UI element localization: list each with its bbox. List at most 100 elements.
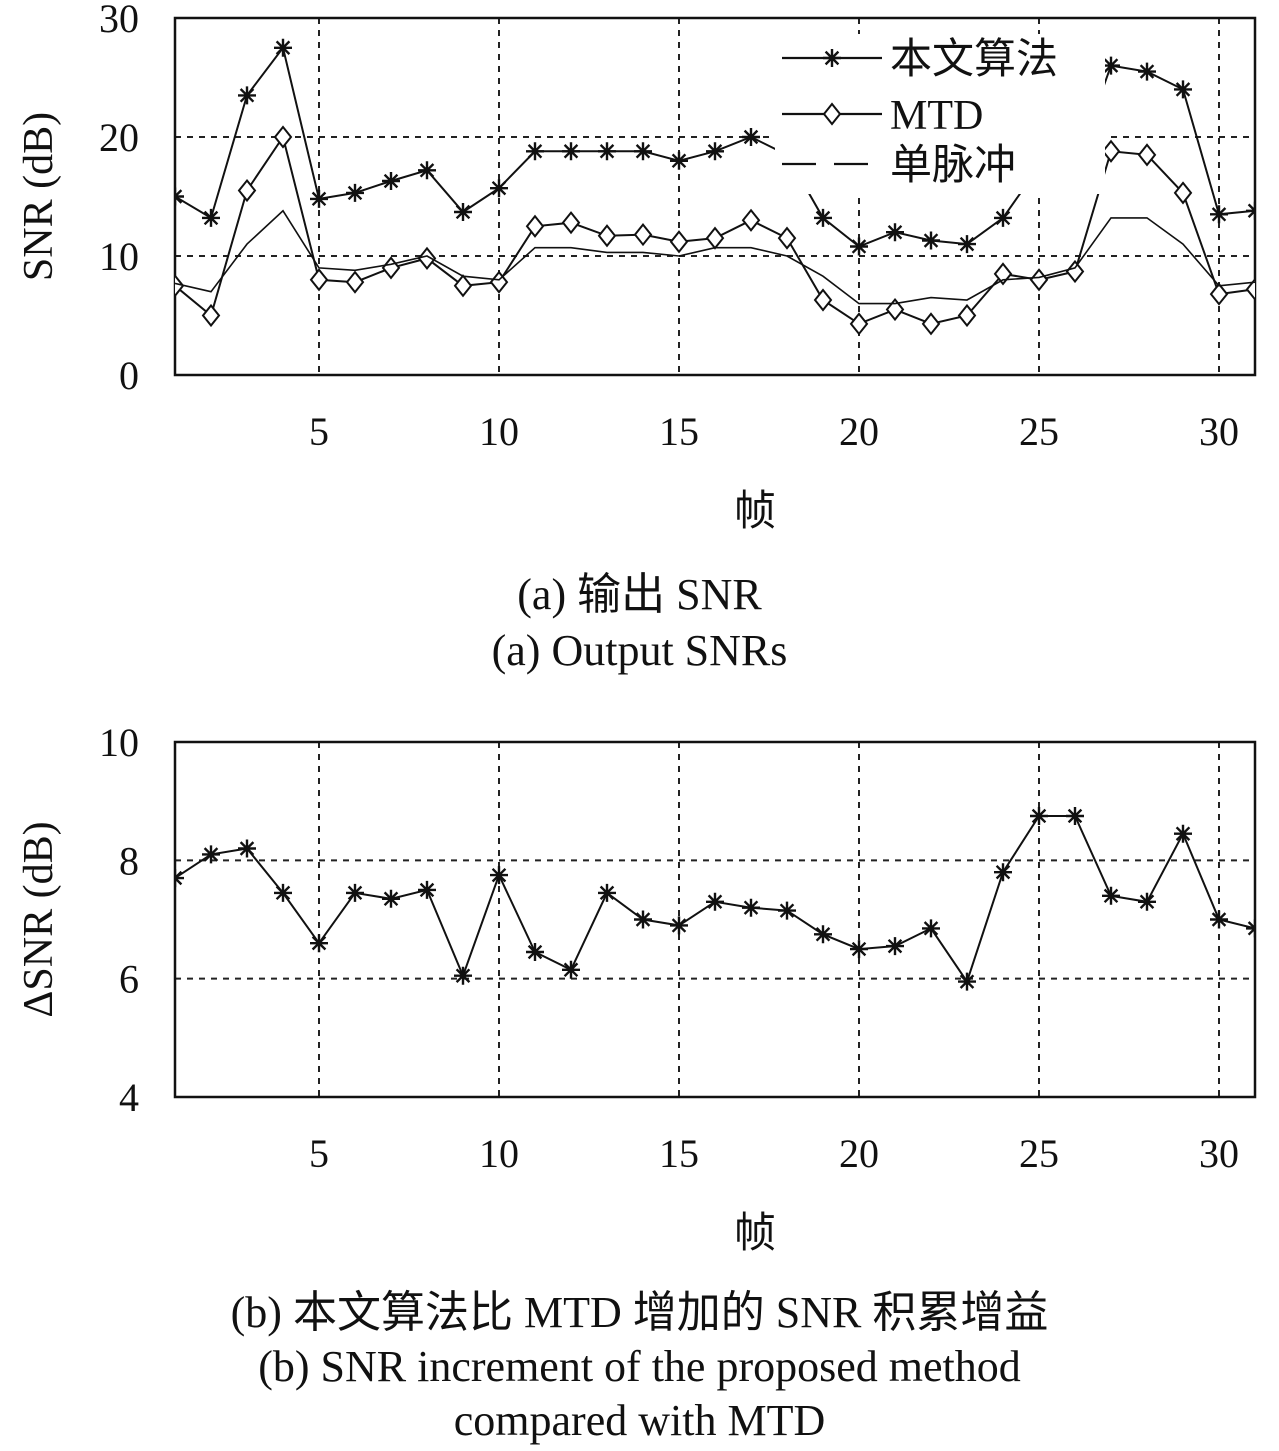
chart-b-snr-increment: 5 10 15 20 25 30 4 6 8 10 帧 ΔSNR (dB) [16, 720, 1257, 1257]
data-point-star [238, 839, 256, 858]
data-point-star [1138, 62, 1156, 81]
y-tick-label: 6 [119, 957, 139, 1002]
y-tick-label: 0 [119, 353, 139, 398]
data-point-star [310, 189, 328, 208]
data-point-diamond [201, 303, 221, 328]
data-point-diamond [633, 222, 653, 247]
x-tick-label: 5 [309, 1131, 329, 1176]
data-point-diamond [1173, 181, 1193, 205]
data-point-diamond [849, 312, 869, 336]
legend-marker-star [823, 49, 841, 67]
data-point-diamond [669, 230, 689, 254]
series-layer [175, 38, 1255, 336]
caption-a-english: (a) Output SNRs [491, 626, 788, 675]
data-point-star [742, 898, 760, 917]
x-tick-label: 5 [309, 409, 329, 454]
data-point-star [706, 142, 724, 161]
data-point-star [382, 172, 400, 190]
y-tick-label: 8 [119, 838, 139, 883]
data-point-star [526, 142, 544, 161]
data-point-star [670, 916, 688, 935]
data-point-diamond [1065, 259, 1085, 284]
data-point-star [994, 208, 1012, 227]
data-point-star [634, 910, 652, 929]
data-point-star [1030, 807, 1048, 825]
data-point-diamond [175, 274, 185, 298]
data-point-star [1210, 205, 1228, 224]
data-point-star [958, 972, 976, 991]
y-tick-label: 10 [99, 720, 139, 765]
x-tick-label: 10 [479, 1131, 519, 1176]
data-point-star [562, 142, 580, 161]
data-point-star [175, 187, 184, 206]
legend-label: 本文算法 [890, 36, 1058, 83]
data-point-star [418, 880, 436, 899]
data-point-star [490, 179, 508, 198]
data-point-star [490, 866, 508, 885]
x-tick-label: 30 [1199, 1131, 1239, 1176]
data-point-diamond [561, 211, 581, 235]
x-tick-label: 10 [479, 409, 519, 454]
y-tick-label: 30 [99, 0, 139, 41]
data-point-diamond [741, 208, 761, 232]
data-point-diamond [597, 224, 617, 248]
legend-label: MTD [890, 93, 983, 139]
data-point-star [1102, 886, 1120, 905]
data-point-star [886, 937, 904, 956]
data-point-star [994, 863, 1012, 882]
data-point-star [598, 883, 616, 902]
data-point-star [1246, 201, 1255, 220]
x-tick-label: 25 [1019, 409, 1059, 454]
data-point-diamond [417, 246, 437, 270]
data-point-star [418, 161, 436, 180]
data-point-diamond [705, 226, 725, 250]
legend-label: 单脉冲 [890, 143, 1016, 189]
y-tick-label: 20 [99, 115, 139, 160]
data-point-diamond [453, 274, 473, 298]
x-tick-label: 20 [839, 1131, 879, 1176]
data-point-diamond [777, 226, 797, 250]
data-point-diamond [1245, 277, 1255, 301]
data-point-star [634, 142, 652, 161]
data-point-star [454, 966, 472, 985]
data-point-star [274, 883, 292, 902]
data-point-star [238, 86, 256, 105]
data-point-star [346, 883, 364, 902]
data-point-star [1174, 824, 1192, 843]
x-tick-label: 30 [1199, 409, 1239, 454]
data-point-star [175, 869, 184, 888]
data-point-star [1174, 80, 1192, 99]
data-point-star [202, 845, 220, 864]
data-point-star [1210, 910, 1228, 929]
data-point-star [706, 892, 724, 911]
x-axis-label: 帧 [734, 1211, 776, 1257]
data-point-diamond [309, 268, 329, 292]
data-point-star [670, 151, 688, 170]
data-point-diamond [1137, 143, 1157, 167]
data-point-star [202, 208, 220, 227]
data-point-star [814, 925, 832, 944]
data-point-star [274, 38, 292, 57]
data-point-star [922, 919, 940, 938]
data-point-star [526, 943, 544, 961]
data-point-diamond [1029, 268, 1049, 292]
data-point-star [778, 901, 796, 920]
data-point-diamond [885, 297, 905, 322]
y-axis-label: SNR (dB) [16, 112, 62, 281]
series-layer [175, 807, 1255, 991]
data-point-star [598, 142, 616, 161]
data-point-star [958, 235, 976, 254]
data-point-star [1138, 892, 1156, 911]
data-point-star [850, 940, 868, 959]
x-tick-label: 15 [659, 1131, 699, 1176]
data-point-star [922, 231, 940, 250]
data-point-diamond [273, 125, 293, 149]
caption-a-chinese: (a) 输出 SNR [517, 570, 762, 619]
data-point-diamond [1101, 139, 1121, 163]
data-point-star [1102, 56, 1120, 75]
data-point-star [814, 208, 832, 227]
data-point-star [454, 203, 472, 221]
y-tick-label: 4 [119, 1075, 139, 1120]
